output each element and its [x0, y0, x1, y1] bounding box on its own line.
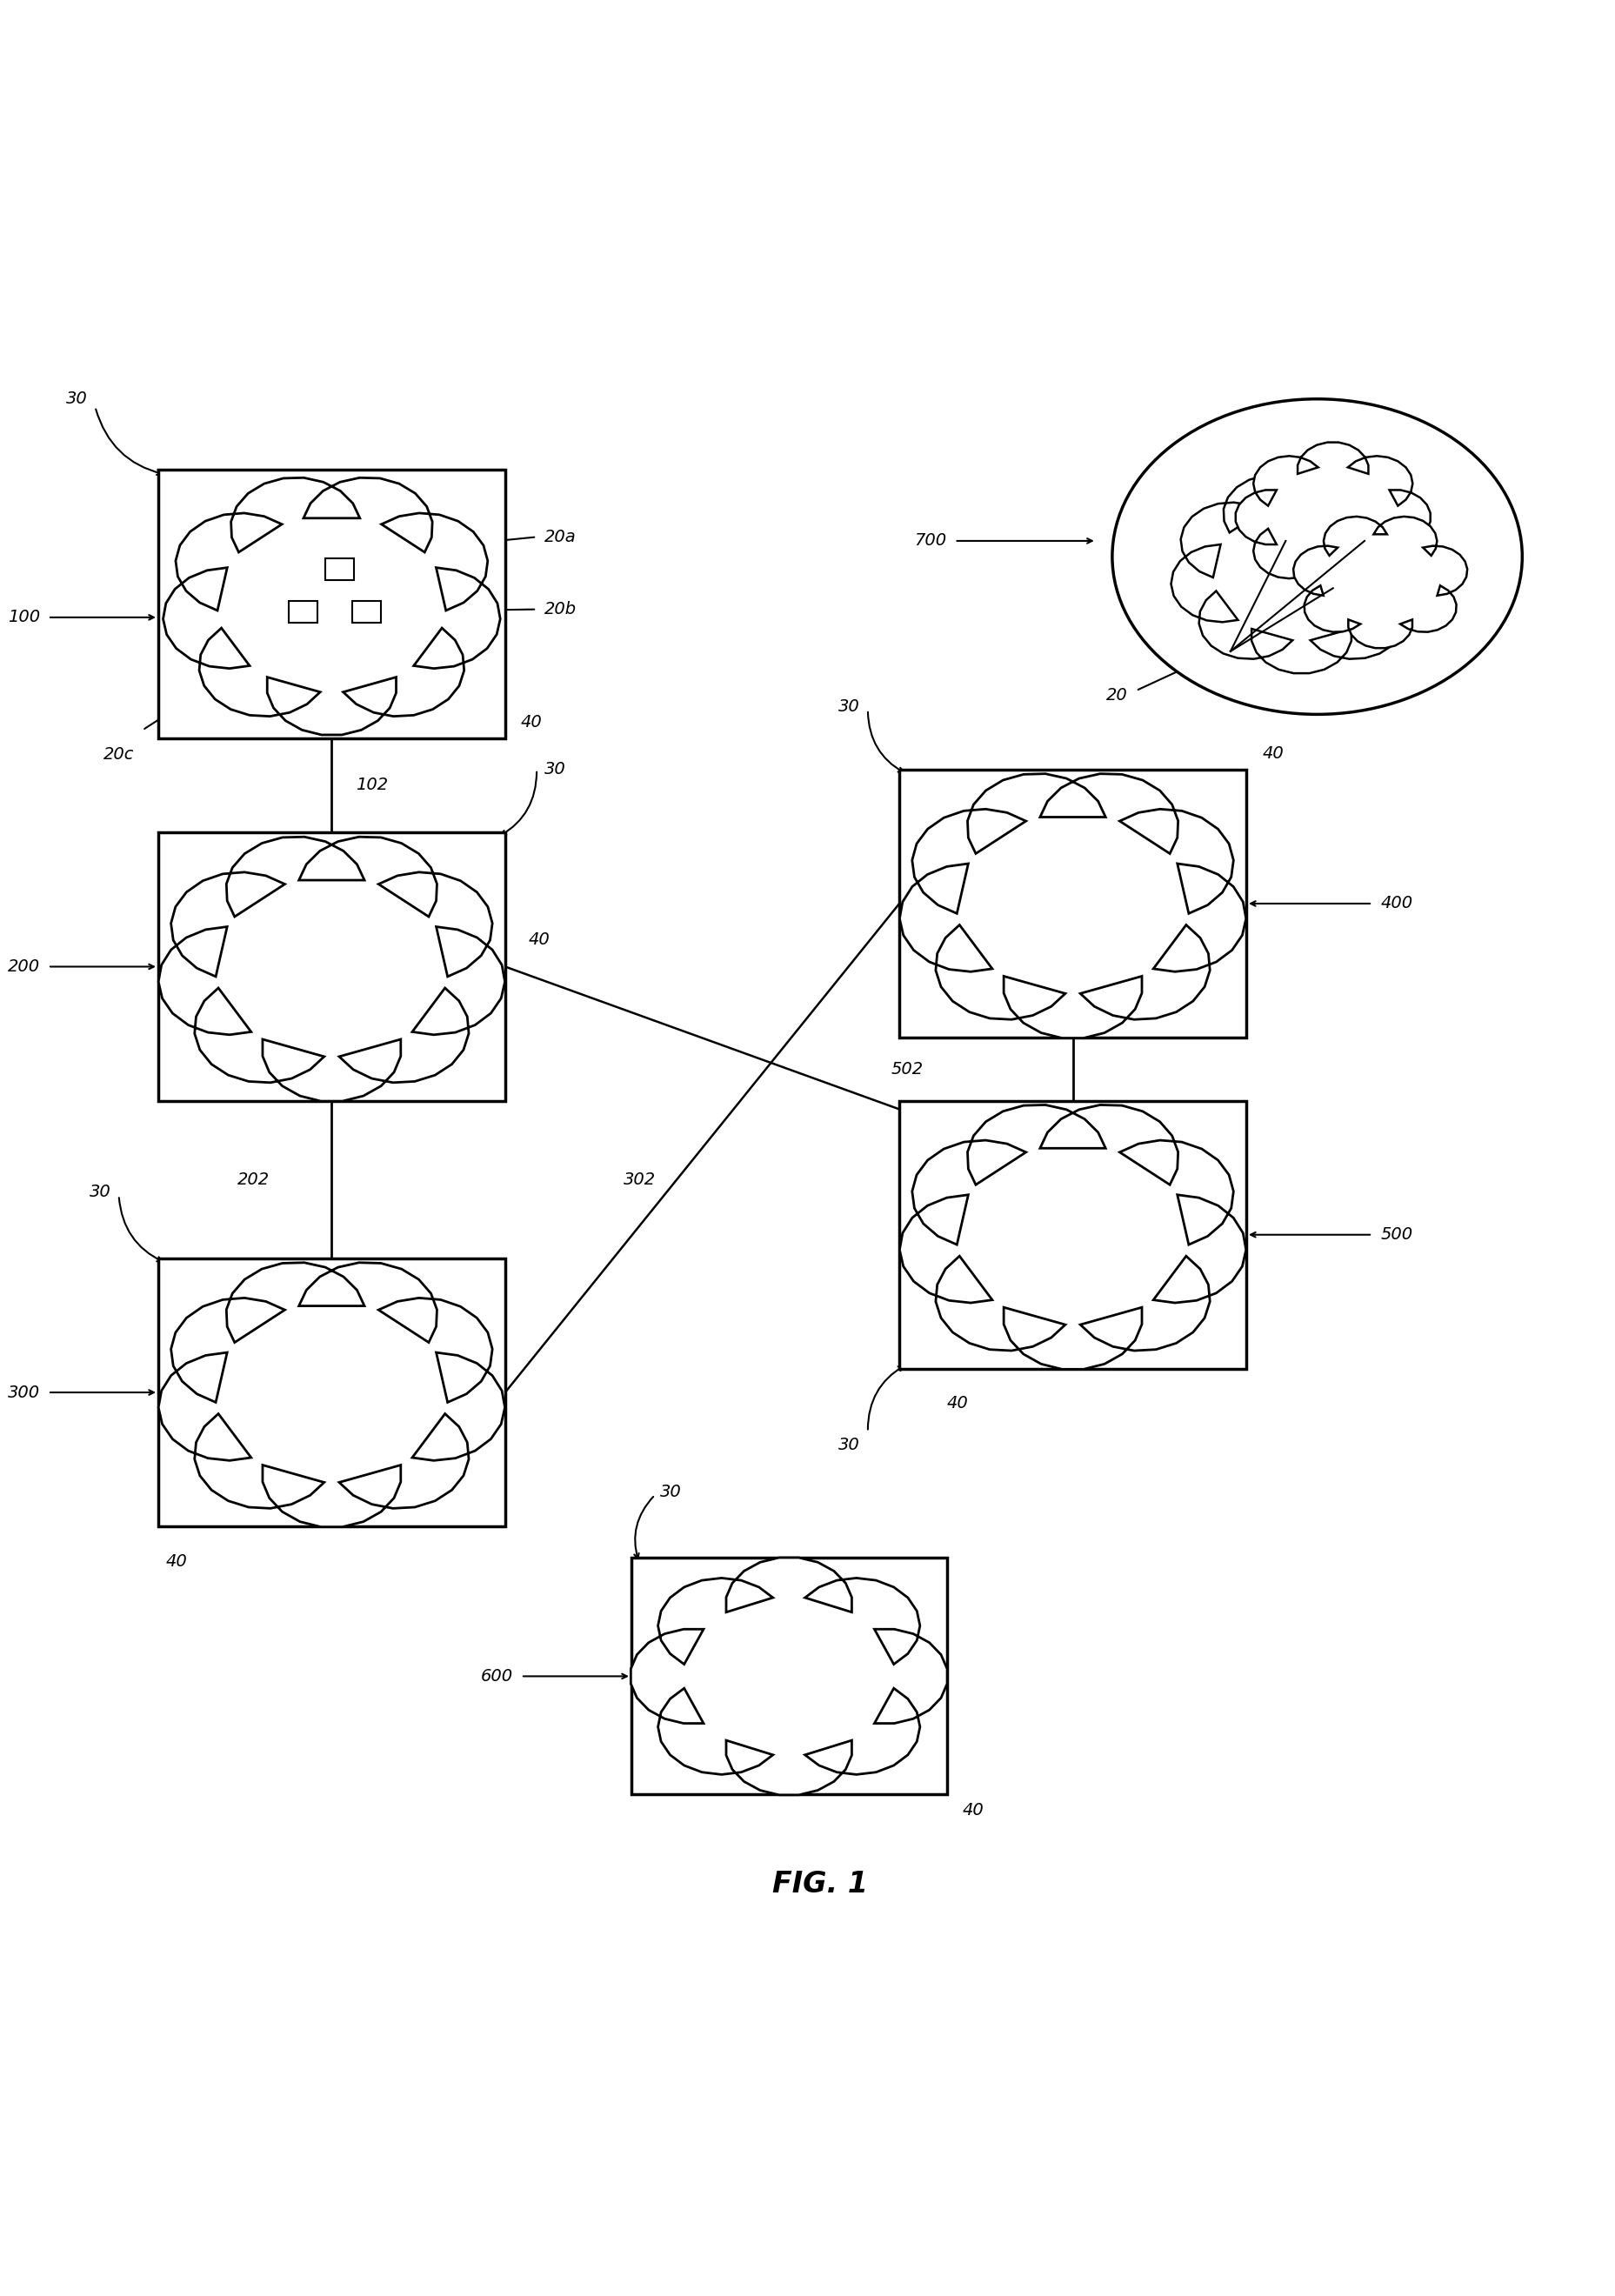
- Text: 20b: 20b: [544, 602, 577, 618]
- Text: 30: 30: [89, 1185, 111, 1201]
- Polygon shape: [158, 836, 505, 1102]
- Text: 700: 700: [914, 533, 946, 549]
- Text: 40: 40: [946, 1396, 967, 1412]
- Polygon shape: [900, 774, 1247, 1038]
- Text: 400: 400: [1381, 895, 1413, 912]
- Text: 20a: 20a: [544, 528, 577, 544]
- Text: 30: 30: [659, 1483, 682, 1499]
- Text: 30: 30: [66, 390, 87, 406]
- Text: FIG. 1: FIG. 1: [772, 1869, 869, 1899]
- Text: 30: 30: [838, 1437, 859, 1453]
- Text: 40: 40: [522, 714, 543, 730]
- Polygon shape: [631, 1557, 946, 1795]
- Text: 20c: 20c: [103, 746, 134, 762]
- Text: 30: 30: [544, 762, 567, 778]
- FancyBboxPatch shape: [158, 833, 505, 1100]
- Text: 40: 40: [1261, 746, 1284, 762]
- Text: 102: 102: [355, 776, 388, 794]
- Text: 40: 40: [963, 1802, 984, 1818]
- FancyBboxPatch shape: [289, 602, 318, 622]
- FancyBboxPatch shape: [352, 602, 381, 622]
- FancyBboxPatch shape: [631, 1559, 946, 1795]
- Text: 600: 600: [481, 1667, 514, 1685]
- FancyBboxPatch shape: [325, 558, 354, 581]
- Polygon shape: [1171, 475, 1433, 673]
- FancyBboxPatch shape: [158, 1258, 505, 1527]
- Text: 300: 300: [8, 1384, 40, 1401]
- Text: 30: 30: [838, 698, 859, 714]
- FancyBboxPatch shape: [900, 769, 1247, 1038]
- Text: 40: 40: [528, 932, 551, 948]
- Text: 20: 20: [1106, 687, 1127, 703]
- FancyBboxPatch shape: [900, 1100, 1247, 1368]
- Polygon shape: [900, 1104, 1247, 1368]
- Polygon shape: [1294, 517, 1468, 647]
- Text: 40: 40: [166, 1552, 187, 1570]
- Text: 200: 200: [8, 957, 40, 976]
- Polygon shape: [163, 478, 501, 735]
- FancyBboxPatch shape: [158, 471, 505, 737]
- Text: 502: 502: [891, 1061, 924, 1077]
- Ellipse shape: [1113, 400, 1523, 714]
- Polygon shape: [158, 1263, 505, 1527]
- Text: 500: 500: [1381, 1226, 1413, 1242]
- Polygon shape: [1235, 443, 1431, 592]
- Text: 202: 202: [237, 1171, 270, 1187]
- Text: 100: 100: [8, 608, 40, 625]
- Text: 302: 302: [623, 1171, 656, 1187]
